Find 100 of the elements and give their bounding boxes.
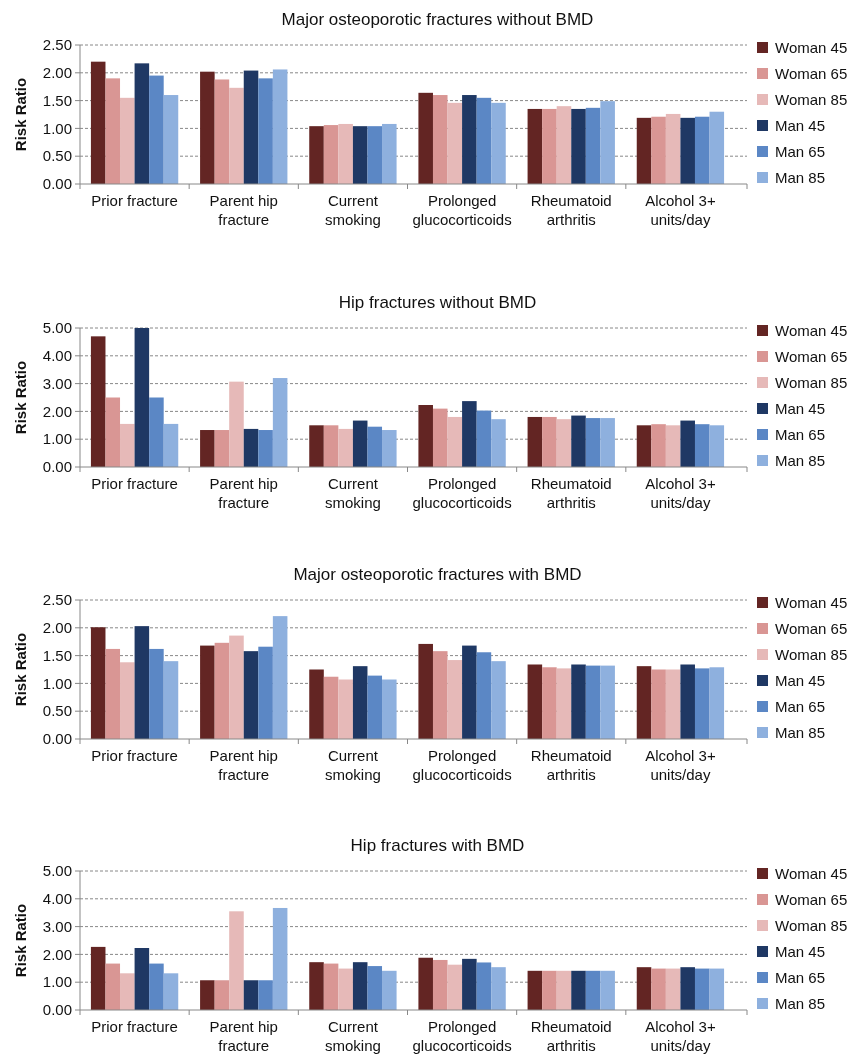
x-tick-label: Alcohol 3+ units/day xyxy=(645,1018,716,1054)
y-tick-label: 0.00 xyxy=(42,730,72,748)
bar xyxy=(258,78,273,184)
bar xyxy=(680,967,695,1010)
bar xyxy=(571,664,586,739)
bar xyxy=(665,968,681,1010)
legend-label: Woman 85 xyxy=(775,917,848,935)
bar xyxy=(382,123,397,184)
bar xyxy=(352,420,368,467)
x-tick-label: Current smoking xyxy=(324,192,381,228)
y-tick-label: 2.00 xyxy=(42,64,72,82)
y-tick-label: 2.50 xyxy=(42,36,72,54)
bar xyxy=(105,648,121,739)
bar xyxy=(447,102,463,184)
bar xyxy=(352,126,368,184)
x-tick-label: Prior fracture xyxy=(91,747,178,764)
bar xyxy=(309,425,324,467)
bar xyxy=(542,970,557,1010)
x-tick-label: Parent hip fracture xyxy=(209,475,278,511)
bar xyxy=(476,652,492,739)
y-tick-label: 0.00 xyxy=(42,175,72,193)
y-tick-label: 5.00 xyxy=(42,319,72,337)
bar xyxy=(338,968,353,1010)
legend-label: Man 45 xyxy=(775,672,826,690)
bar xyxy=(491,419,506,467)
bar xyxy=(600,418,615,467)
bar xyxy=(694,968,710,1010)
bar xyxy=(491,102,506,184)
legend-label: Woman 45 xyxy=(775,865,848,883)
bar xyxy=(367,426,383,467)
bar xyxy=(323,125,339,184)
x-tick-label: Prior fracture xyxy=(91,192,178,209)
bar xyxy=(651,116,666,184)
y-axis-title: Risk Ratio xyxy=(12,360,29,435)
bar xyxy=(90,627,106,739)
y-tick-label: 1.00 xyxy=(42,973,72,991)
x-tick-label: Rheumatoid arthritis xyxy=(530,1018,612,1054)
x-tick-label: Current smoking xyxy=(324,1018,381,1054)
x-tick-label: Rheumatoid arthritis xyxy=(530,747,612,783)
bar xyxy=(447,660,463,739)
bar xyxy=(229,87,244,184)
bar xyxy=(214,980,230,1010)
bar xyxy=(367,966,383,1010)
bar xyxy=(556,668,572,739)
bar xyxy=(243,70,259,184)
legend-label: Man 65 xyxy=(775,698,826,716)
y-tick-label: 4.00 xyxy=(42,347,72,365)
bar xyxy=(134,63,150,184)
bar xyxy=(309,669,324,739)
bar xyxy=(542,416,557,467)
bar xyxy=(149,963,164,1010)
y-tick-label: 1.50 xyxy=(42,91,72,109)
bar xyxy=(338,428,353,467)
bar xyxy=(491,661,506,739)
bar xyxy=(200,71,215,184)
x-tick-label: Alcohol 3+ units/day xyxy=(645,747,716,783)
bar xyxy=(382,679,397,739)
bar xyxy=(636,117,652,184)
chart-title: Major osteoporotic fractures with BMD xyxy=(293,565,582,584)
x-tick-label: Prolonged glucocorticoids xyxy=(412,747,512,783)
y-tick-label: 1.50 xyxy=(42,646,72,664)
x-tick-label: Alcohol 3+ units/day xyxy=(645,192,716,228)
y-tick-label: 1.00 xyxy=(42,674,72,692)
bar xyxy=(105,78,121,184)
bar xyxy=(323,963,339,1010)
bar xyxy=(200,980,215,1010)
bar xyxy=(462,95,477,184)
legend-label: Woman 65 xyxy=(775,891,848,909)
bar xyxy=(134,948,150,1010)
legend-label: Woman 45 xyxy=(775,594,848,612)
bar xyxy=(709,425,725,467)
bar xyxy=(680,664,695,739)
bar xyxy=(447,416,463,467)
bar xyxy=(272,616,288,739)
bar xyxy=(600,970,615,1010)
bar xyxy=(243,980,259,1010)
bar xyxy=(323,425,339,467)
bar xyxy=(527,416,543,467)
bar xyxy=(163,423,179,467)
bar xyxy=(309,962,324,1010)
y-tick-label: 2.00 xyxy=(42,619,72,637)
bar xyxy=(272,378,288,467)
bar xyxy=(556,106,572,184)
x-tick-label: Prolonged glucocorticoids xyxy=(412,192,512,228)
bar xyxy=(258,980,273,1010)
bar xyxy=(665,425,681,467)
x-tick-label: Parent hip fracture xyxy=(209,1018,278,1054)
legend-label: Man 85 xyxy=(775,452,826,470)
bar xyxy=(527,664,543,739)
bar xyxy=(491,967,506,1010)
bar xyxy=(432,95,448,184)
chart-title: Major osteoporotic fractures without BMD xyxy=(281,10,594,29)
bar xyxy=(149,75,164,184)
bar xyxy=(462,958,477,1010)
bar xyxy=(651,424,666,467)
bar xyxy=(149,648,164,739)
y-tick-label: 5.00 xyxy=(42,862,72,880)
bar xyxy=(432,408,448,467)
y-tick-label: 1.00 xyxy=(42,430,72,448)
bar xyxy=(149,397,164,467)
